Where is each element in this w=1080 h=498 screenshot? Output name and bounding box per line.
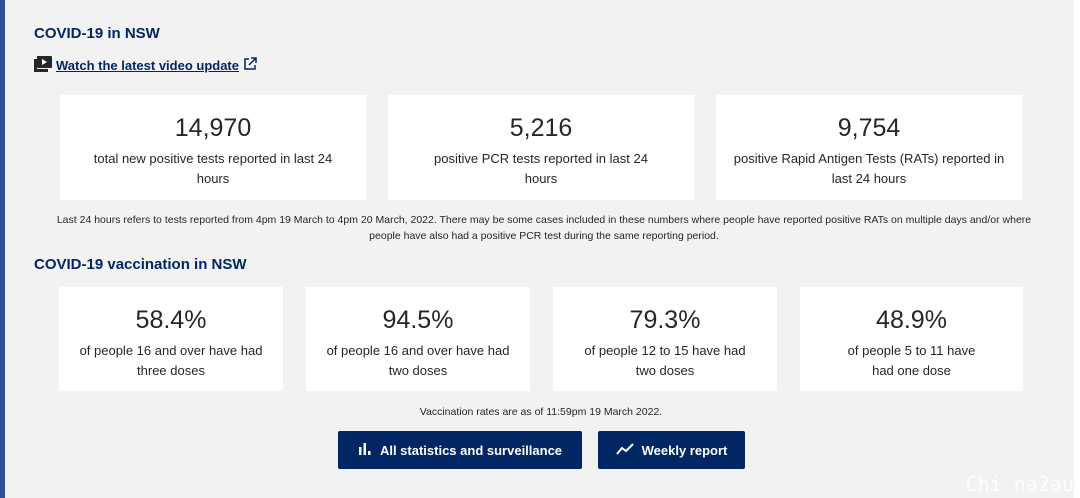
- stat-value: 14,970: [174, 114, 252, 142]
- video-play-icon: [34, 56, 52, 75]
- left-accent-bar: [0, 0, 5, 498]
- vax-value: 58.4%: [135, 306, 207, 334]
- vax-value: 48.9%: [876, 306, 947, 334]
- weekly-report-label[interactable]: Weekly report: [641, 442, 728, 458]
- vax-card-two-doses-12-15: 79.3% of people 12 to 15 have had two do…: [553, 287, 777, 391]
- vax-card-one-dose-5-11: 48.9% of people 5 to 11 have had one dos…: [800, 287, 1023, 391]
- trend-line-icon: [615, 442, 634, 458]
- video-update-link[interactable]: Watch the latest video update: [34, 56, 257, 75]
- stat-description: positive Rapid Antigen Tests (RATs) repo…: [733, 151, 1005, 186]
- vax-card-two-doses-16: 94.5% of people 16 and over have had two…: [306, 287, 530, 391]
- vax-value: 79.3%: [629, 306, 701, 334]
- stat-description: positive PCR tests reported in last 24 h…: [434, 151, 648, 186]
- stat-value: 5,216: [509, 114, 573, 142]
- vaccination-note: Vaccination rates are as of 11:59pm 19 M…: [419, 406, 663, 418]
- all-statistics-label[interactable]: All statistics and surveillance: [379, 442, 563, 458]
- vax-description: of people 16 and over have had three dos…: [79, 343, 263, 378]
- section-title-vaccination: COVID-19 vaccination in NSW: [34, 256, 247, 273]
- vax-description: of people 16 and over have had two doses: [326, 343, 510, 378]
- stat-description: total new positive tests reported in las…: [93, 151, 333, 186]
- video-link-label[interactable]: Watch the latest video update: [56, 58, 239, 73]
- vax-description: of people 12 to 15 have had two doses: [584, 343, 746, 378]
- right-edge: [1074, 0, 1080, 498]
- external-link-icon: [243, 57, 257, 74]
- watermark: Chi na2au: [965, 472, 1074, 496]
- stat-card-total-positive: 14,970 total new positive tests reported…: [60, 95, 366, 200]
- section-title-covid: COVID-19 in NSW: [34, 25, 160, 42]
- stat-card-pcr: 5,216 positive PCR tests reported in las…: [388, 95, 694, 200]
- vax-value: 94.5%: [382, 306, 454, 334]
- weekly-report-button[interactable]: Weekly report: [598, 431, 745, 469]
- stat-card-rat: 9,754 positive Rapid Antigen Tests (RATs…: [716, 95, 1022, 200]
- all-statistics-button[interactable]: All statistics and surveillance: [338, 431, 582, 469]
- bar-chart-icon: [358, 442, 372, 458]
- reporting-note: Last 24 hours refers to tests reported f…: [56, 214, 1032, 242]
- vax-card-three-doses: 58.4% of people 16 and over have had thr…: [59, 287, 283, 391]
- stat-value: 9,754: [837, 114, 901, 142]
- vax-description: of people 5 to 11 have had one dose: [847, 343, 976, 378]
